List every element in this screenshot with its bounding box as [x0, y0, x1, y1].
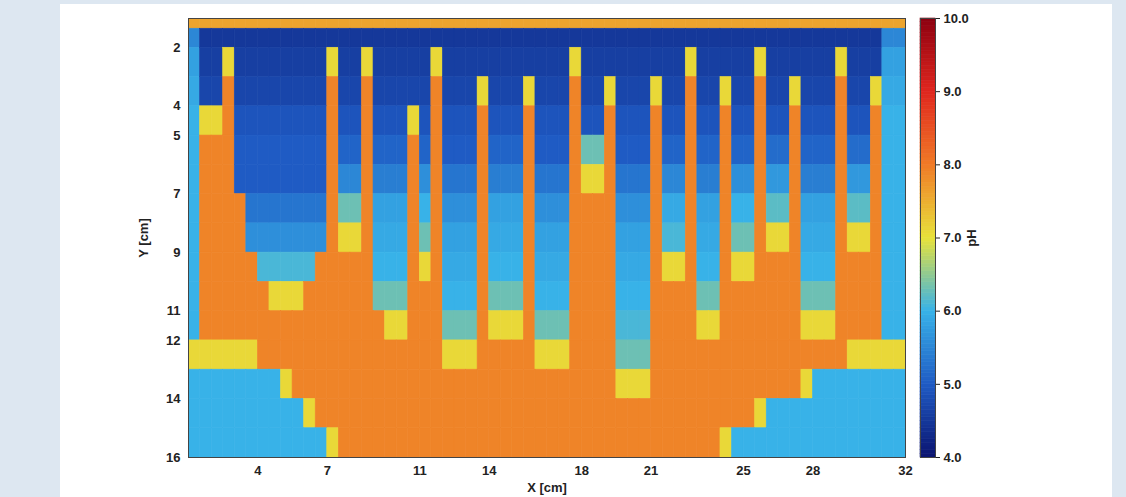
svg-text:25: 25	[736, 463, 750, 478]
svg-text:14: 14	[482, 463, 497, 478]
svg-text:11: 11	[413, 463, 427, 478]
svg-text:5: 5	[173, 128, 180, 143]
svg-text:10.0: 10.0	[944, 11, 969, 26]
svg-text:28: 28	[806, 463, 820, 478]
svg-text:32: 32	[898, 463, 912, 478]
svg-text:9: 9	[173, 245, 180, 260]
svg-text:9.0: 9.0	[944, 84, 962, 99]
svg-text:6.0: 6.0	[944, 303, 962, 318]
svg-text:12: 12	[166, 333, 180, 348]
svg-text:Y [cm]: Y [cm]	[136, 218, 151, 258]
svg-text:11: 11	[167, 303, 181, 318]
svg-text:4: 4	[254, 463, 262, 478]
svg-text:4.0: 4.0	[944, 450, 962, 465]
svg-text:5.0: 5.0	[944, 376, 962, 391]
svg-text:14: 14	[166, 391, 181, 406]
svg-text:7: 7	[173, 186, 180, 201]
svg-text:2: 2	[173, 40, 180, 55]
svg-text:pH: pH	[964, 229, 979, 246]
svg-text:4: 4	[173, 98, 181, 113]
svg-text:21: 21	[644, 463, 658, 478]
svg-text:16: 16	[166, 450, 180, 465]
svg-text:7: 7	[324, 463, 331, 478]
svg-text:7.0: 7.0	[944, 230, 962, 245]
svg-text:8.0: 8.0	[944, 157, 962, 172]
svg-text:18: 18	[574, 463, 588, 478]
svg-text:X [cm]: X [cm]	[527, 480, 567, 495]
